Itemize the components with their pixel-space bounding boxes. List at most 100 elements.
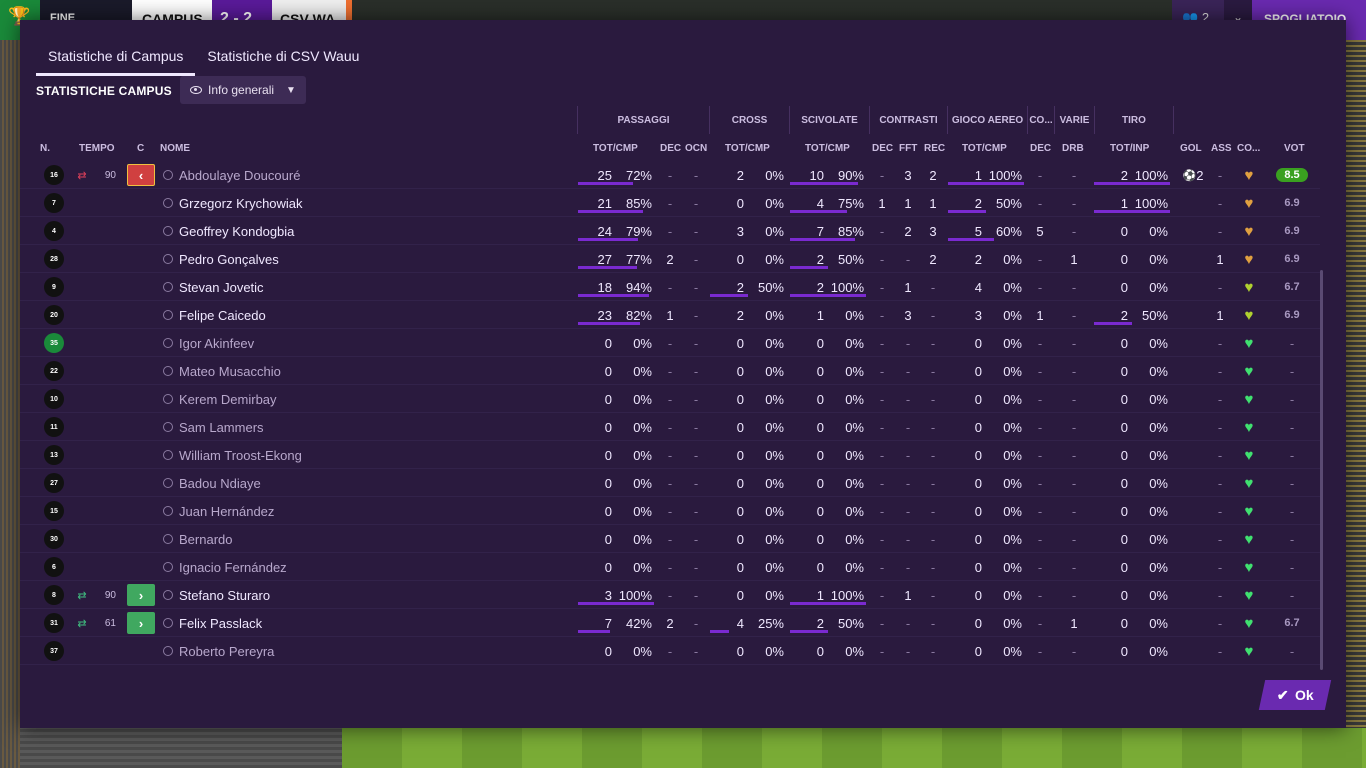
player-name-cell[interactable]: Geoffrey Kondogbia [163,217,463,245]
substitution-status[interactable]: ‹ [126,161,156,189]
table-row[interactable]: 13 William Troost-Ekong 0 0% - -0 0% 0 0% - - -0 0% -… [20,441,1320,469]
table-row[interactable]: 11 Sam Lammers 0 0% - -0 0% 0 0% - - -0 0% - -0 0% - ♥ - [20,413,1320,441]
col-pass[interactable]: TOT/CMP [593,142,638,154]
col-fft[interactable]: FFT [899,142,918,154]
pass-ocn-cell: - [688,245,704,273]
rating-cell: - [1264,329,1320,357]
player-name-cell[interactable]: Bernardo [163,525,463,553]
dribbles-cell: - [1066,441,1082,469]
col-gol[interactable]: GOL [1180,142,1202,154]
shirt-number: 37 [42,637,66,665]
pass-ocn-cell: - [688,525,704,553]
col-aereo[interactable]: TOT/CMP [962,142,1007,154]
shots-pct-cell: 0% [1132,217,1168,245]
col-co-dec[interactable]: DEC [1030,142,1052,154]
table-row[interactable]: 20 Felipe Caicedo 23 82% 1-2 0% 1 0% -3-3 0% 1-2 50… [20,301,1320,329]
col-cross[interactable]: TOT/CMP [725,142,770,154]
table-row[interactable]: 8 ⇄ 90 › Stefano Sturaro 3 100% - -0 0% 1 100% -1-0 0… [20,581,1320,609]
table-row[interactable]: 7 Grzegorz Krychowiak 21 85% - -0 0% 4 75% 1 1 1 2 50… [20,189,1320,217]
rating-cell: 6.9 [1264,189,1320,217]
table-row[interactable]: 30 Bernardo 0 0% - -0 0% 0 0% - - -0 0% - -0 0% - ♥ - [20,525,1320,553]
contr-dec: 1 [878,195,886,211]
pass-dec-cell: - [662,357,678,385]
col-tempo[interactable]: TEMPO [79,142,115,154]
col-drb[interactable]: DRB [1062,142,1084,154]
crosses-pct: 0% [765,251,784,267]
player-name-cell[interactable]: Stefano Sturaro [163,581,463,609]
group-header-tiro: TIRO [1094,106,1174,134]
ok-button[interactable]: ✔ Ok [1258,680,1332,710]
col-num[interactable]: N. [40,142,50,154]
player-name-cell[interactable]: Juan Hernández [163,497,463,525]
player-name-cell[interactable]: Roberto Pereyra [163,637,463,665]
crosses-pct-cell: 0% [748,497,784,525]
col-scivolate[interactable]: TOT/CMP [805,142,850,154]
crosses-pct: 50% [757,279,784,295]
col-co[interactable]: CO... [1237,142,1261,154]
minutes-played: 90 [104,589,116,601]
table-row[interactable]: 10 Kerem Demirbay 0 0% - -0 0% 0 0% - - -0 0% - -0 0% - ♥… [20,385,1320,413]
table-row[interactable]: 37 Roberto Pereyra 0 0% - -0 0% 0 0% - - -0 0% - -0 0% -… [20,637,1320,665]
pass-ocn-cell: - [688,441,704,469]
table-row[interactable]: 27 Badou Ndiaye 0 0% - -0 0% 0 0% - - -0 0% - -0 0% - ♥ - [20,469,1320,497]
shirt-number-badge: 22 [44,361,64,381]
player-name-cell[interactable]: Felix Passlack [163,609,463,637]
pass-ocn: - [693,531,699,547]
player-name-cell[interactable]: Grzegorz Krychowiak [163,189,463,217]
contr-dec: - [879,335,885,351]
player-name-cell[interactable]: Stevan Jovetic [163,273,463,301]
table-row[interactable]: 15 Juan Hernández 0 0% - -0 0% 0 0% - - -0 0% - -0 0% - ♥… [20,497,1320,525]
aerial-tot-cell: 2 [950,189,982,217]
player-name-cell[interactable]: Abdoulaye Doucouré [163,161,463,189]
col-c[interactable]: C [137,142,145,154]
shots-tot: 0 [1120,447,1128,463]
co-dec: - [1037,279,1043,295]
condition-cell: ♥ [1238,525,1260,553]
pass-dec: - [667,391,673,407]
player-name-cell[interactable]: Felipe Caicedo [163,301,463,329]
player-name-cell[interactable]: Sam Lammers [163,413,463,441]
scrollbar[interactable] [1320,270,1323,670]
substitution-status[interactable]: › [126,581,156,609]
col-nome[interactable]: NOME [160,142,190,154]
person-icon [163,310,173,320]
player-name-cell[interactable]: Ignacio Fernández [163,553,463,581]
contr-dec-cell: - [874,637,890,665]
player-name-cell[interactable]: Mateo Musacchio [163,357,463,385]
aerial-tot: 0 [974,447,982,463]
player-name-cell[interactable]: Badou Ndiaye [163,469,463,497]
substitution-status[interactable]: › [126,609,156,637]
table-row[interactable]: 9 Stevan Jovetic 18 94% - -2 50% 2 100% -1-4 0% - -0… [20,273,1320,301]
col-tiro[interactable]: TOT/INP [1110,142,1150,154]
col-ass[interactable]: ASS [1211,142,1232,154]
tab-opponent-stats[interactable]: Statistiche di CSV Wauu [207,48,360,64]
table-row[interactable]: 28 Pedro Gonçalves 27 77% 2-0 0% 2 50% - -2 2 0% -1 0… [20,245,1320,273]
rating-cell: - [1264,553,1320,581]
player-name-cell[interactable]: Igor Akinfeev [163,329,463,357]
table-row[interactable]: 16 ⇄ 90 ‹ Abdoulaye Doucouré 25 72% - -2 0% 10 90% -… [20,161,1320,189]
passes-tot-cell: 0 [580,385,612,413]
aerial-tot-cell: 0 [950,609,982,637]
tab-campus-stats[interactable]: Statistiche di Campus [36,20,196,76]
table-row[interactable]: 22 Mateo Musacchio 0 0% - -0 0% 0 0% - - -0 0% - -0 0% -… [20,357,1320,385]
player-name-cell[interactable]: Pedro Gonçalves [163,245,463,273]
view-filter-dropdown[interactable]: Info generali ▼ [180,76,306,104]
tackles-tot: 0 [816,475,824,491]
player-name-cell[interactable]: William Troost-Ekong [163,441,463,469]
section-title: STATISTICHE CAMPUS [36,84,172,98]
col-rec[interactable]: REC [924,142,946,154]
table-row[interactable]: 31 ⇄ 61 › Felix Passlack 7 42% 2-4 25% 2 50% - - -0 0%… [20,609,1320,637]
person-icon [163,170,173,180]
aerial-tot: 0 [974,363,982,379]
col-contr-dec[interactable]: DEC [872,142,894,154]
col-vot[interactable]: VOT [1284,142,1305,154]
table-row[interactable]: 4 Geoffrey Kondogbia 24 79% - -3 0% 7 85% -2 3 5 60%… [20,217,1320,245]
assists: - [1217,643,1223,659]
col-dec[interactable]: DEC [660,142,682,154]
table-row[interactable]: 35 Igor Akinfeev 0 0% - -0 0% 0 0% - - -0 0% - -0 0% - ♥ - [20,329,1320,357]
dribbles-cell: - [1066,161,1082,189]
col-ocn[interactable]: OCN [685,142,708,154]
player-name-cell[interactable]: Kerem Demirbay [163,385,463,413]
co-dec-cell: - [1032,385,1048,413]
table-row[interactable]: 6 Ignacio Fernández 0 0% - -0 0% 0 0% - - -0 0% - -0 0%… [20,553,1320,581]
